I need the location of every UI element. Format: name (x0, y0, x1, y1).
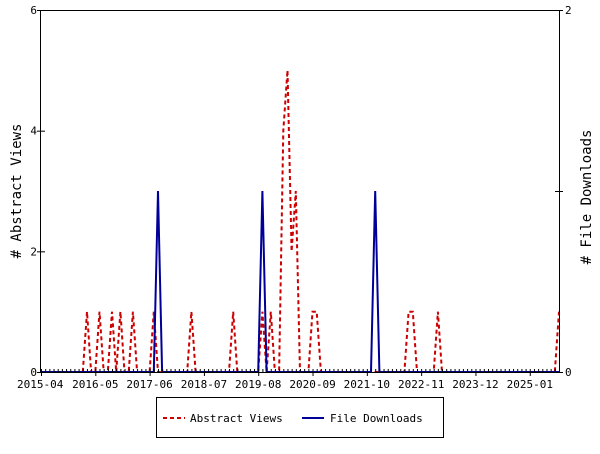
legend-label-abstract-views: Abstract Views (190, 412, 283, 425)
x-tick-label: 2025-01 (507, 378, 553, 391)
y-left-tick-label: 2 (30, 245, 37, 258)
x-tick-label: 2018-07 (181, 378, 227, 391)
x-axis-ticks: 2015-04 2016-05 2017-06 2018-07 2019-08 2020-… (17, 369, 560, 391)
y-axis-ticks: 0 2 4 6 0 2 (30, 4, 571, 379)
x-tick-label: 2021-10 (344, 378, 390, 391)
series-layer (41, 70, 560, 373)
right-axis-label: # File Downloads (579, 130, 595, 265)
y-left-tick-label: 4 (30, 125, 37, 138)
x-tick-label: 2016-05 (72, 378, 118, 391)
y-left-tick-label: 6 (30, 4, 37, 17)
series-line-abstract-views (41, 70, 560, 373)
x-tick-label: 2019-08 (235, 378, 281, 391)
x-tick-label: 2017-06 (126, 378, 172, 391)
y-left-tick-label: 0 (30, 366, 37, 379)
plot-area-frame (40, 10, 560, 373)
x-tick-label: 2023-12 (452, 378, 498, 391)
legend: Abstract Views File Downloads (156, 397, 444, 438)
legend-box (156, 397, 444, 438)
x-tick-label: 2015-04 (17, 378, 64, 391)
y-right-tick-label: 0 (565, 366, 572, 379)
left-axis-label: # Abstract Views (9, 124, 25, 259)
x-tick-label: 2020-09 (289, 378, 335, 391)
legend-label-file-downloads: File Downloads (330, 412, 423, 425)
x-tick-label: 2022-11 (398, 378, 444, 391)
y-right-tick-label: 2 (565, 4, 572, 17)
